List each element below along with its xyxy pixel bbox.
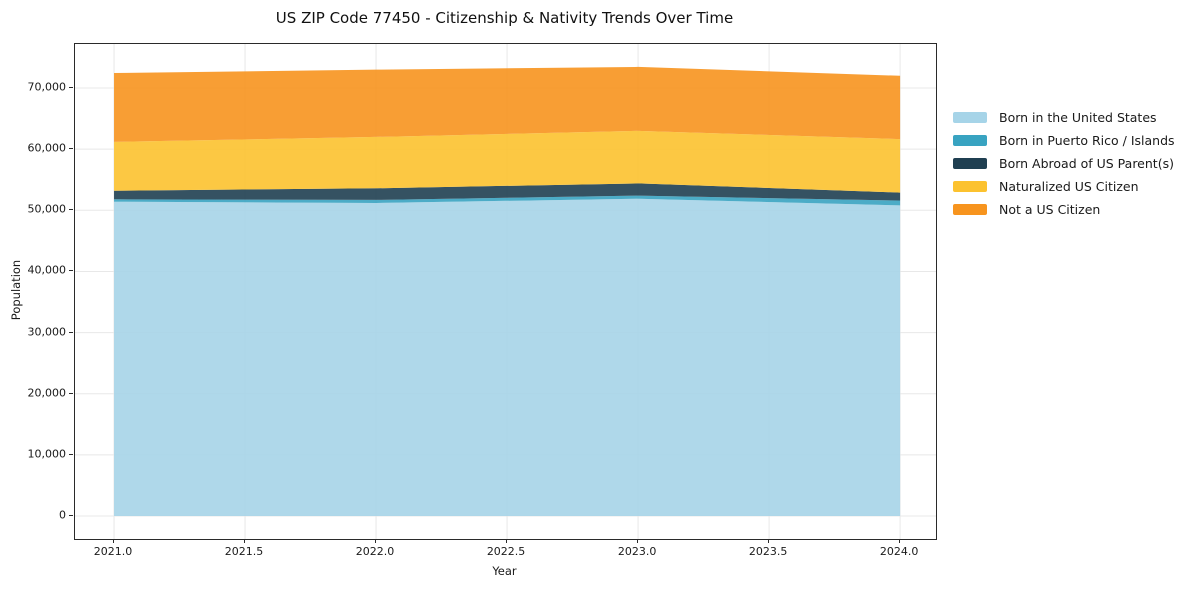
legend-swatch	[953, 181, 987, 192]
stacked-area-chart	[75, 44, 936, 539]
legend: Born in the United States Born in Puerto …	[953, 106, 1175, 221]
y-tick-mark	[69, 453, 73, 455]
legend-label: Not a US Citizen	[999, 202, 1101, 217]
x-tick-label: 2024.0	[879, 545, 919, 558]
legend-swatch	[953, 135, 987, 146]
x-tick-label: 2022.0	[355, 545, 395, 558]
x-tick-mark	[244, 539, 246, 543]
x-tick-mark	[113, 539, 115, 543]
x-tick-mark	[375, 539, 377, 543]
plot-area	[74, 43, 937, 540]
legend-swatch	[953, 112, 987, 123]
chart-title: US ZIP Code 77450 - Citizenship & Nativi…	[275, 9, 734, 27]
x-tick-mark	[637, 539, 639, 543]
legend-item: Born Abroad of US Parent(s)	[953, 152, 1175, 175]
y-tick-label: 20,000	[27, 386, 67, 400]
y-tick-mark	[69, 270, 73, 272]
area-series-0	[114, 198, 901, 517]
x-axis-label: Year	[492, 564, 517, 578]
y-tick-mark	[69, 148, 73, 150]
x-tick-mark	[506, 539, 508, 543]
area-series-2	[114, 183, 901, 201]
legend-label: Naturalized US Citizen	[999, 179, 1139, 194]
y-tick-label: 50,000	[27, 202, 67, 216]
x-tick-label: 2022.5	[486, 545, 526, 558]
x-tick-label: 2021.5	[224, 545, 264, 558]
y-tick-mark	[69, 515, 73, 516]
y-tick-label: 10,000	[27, 447, 67, 461]
x-tick-label: 2021.0	[93, 545, 133, 558]
y-tick-mark	[69, 331, 73, 333]
legend-label: Born in the United States	[999, 110, 1157, 125]
area-series-4	[114, 66, 901, 142]
legend-label: Born in Puerto Rico / Islands	[999, 133, 1175, 148]
x-tick-mark	[768, 539, 770, 543]
legend-label: Born Abroad of US Parent(s)	[999, 156, 1174, 171]
area-series-3	[114, 130, 901, 193]
y-tick-label: 60,000	[27, 141, 67, 155]
y-tick-label: 40,000	[27, 263, 67, 277]
legend-item: Born in Puerto Rico / Islands	[953, 129, 1175, 152]
x-tick-label: 2023.5	[748, 545, 788, 558]
y-tick-label: 70,000	[27, 80, 67, 94]
legend-item: Born in the United States	[953, 106, 1175, 129]
x-tick-label: 2023.0	[617, 545, 657, 558]
y-tick-mark	[69, 392, 73, 394]
y-tick-label: 30,000	[27, 325, 67, 339]
y-tick-mark	[69, 209, 73, 211]
legend-swatch	[953, 204, 987, 215]
legend-item: Naturalized US Citizen	[953, 175, 1175, 198]
legend-item: Not a US Citizen	[953, 198, 1175, 221]
legend-swatch	[953, 158, 987, 169]
area-series-1	[114, 195, 901, 206]
y-tick-mark	[69, 87, 73, 89]
y-tick-label: 0	[59, 508, 66, 522]
x-tick-mark	[899, 539, 901, 543]
